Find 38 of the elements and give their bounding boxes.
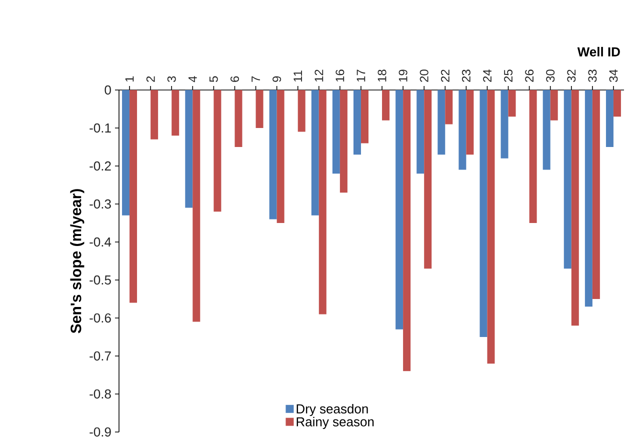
- x-tick-label: 23: [462, 70, 470, 82]
- x-tick-label: 1: [125, 76, 134, 82]
- x-tick-label: 12: [314, 70, 324, 82]
- x-axis-title: Well ID: [577, 46, 620, 56]
- y-tick-label: -0.3: [90, 199, 111, 209]
- y-tick-label: -0.4: [90, 237, 112, 247]
- x-tick-label: 24: [483, 69, 492, 82]
- x-tick-label: 22: [440, 70, 450, 82]
- y-tick-label: 0: [104, 85, 111, 95]
- x-tick-label: 25: [504, 70, 513, 82]
- x-tick-label: 17: [356, 70, 366, 82]
- y-axis-title: Sen's slope (m/year): [70, 189, 84, 334]
- legend-label: Dry seasdon: [296, 404, 368, 416]
- x-tick-label: 9: [272, 76, 282, 82]
- x-tick-label: 26: [525, 70, 534, 82]
- x-tick-label: 3: [167, 76, 176, 82]
- x-tick-label: 18: [378, 70, 386, 82]
- x-tick-label: 2: [146, 76, 155, 82]
- x-tick-label: 16: [336, 70, 344, 82]
- legend-label: Rainy season: [296, 416, 374, 429]
- x-tick-label: 11: [294, 70, 302, 82]
- x-tick-label: 30: [546, 70, 555, 82]
- x-tick-label: 7: [252, 76, 260, 82]
- y-tick-label: -0.7: [90, 351, 111, 361]
- x-tick-label: 33: [588, 70, 597, 82]
- y-tick-label: -0.2: [90, 161, 111, 171]
- y-tick-label: -0.1: [90, 123, 111, 133]
- x-tick-label: 5: [210, 76, 218, 82]
- y-tick-label: -0.9: [90, 427, 111, 437]
- x-tick-label: 32: [567, 70, 576, 82]
- x-tick-label: 19: [398, 70, 408, 82]
- x-tick-label: 6: [230, 76, 239, 82]
- x-tick-label: 4: [188, 76, 197, 82]
- y-tick-label: -0.6: [90, 313, 111, 323]
- x-tick-label: 20: [420, 70, 428, 82]
- y-tick-label: -0.8: [90, 389, 111, 399]
- y-tick-label: -0.5: [90, 275, 111, 285]
- x-tick-label: 34: [609, 69, 618, 82]
